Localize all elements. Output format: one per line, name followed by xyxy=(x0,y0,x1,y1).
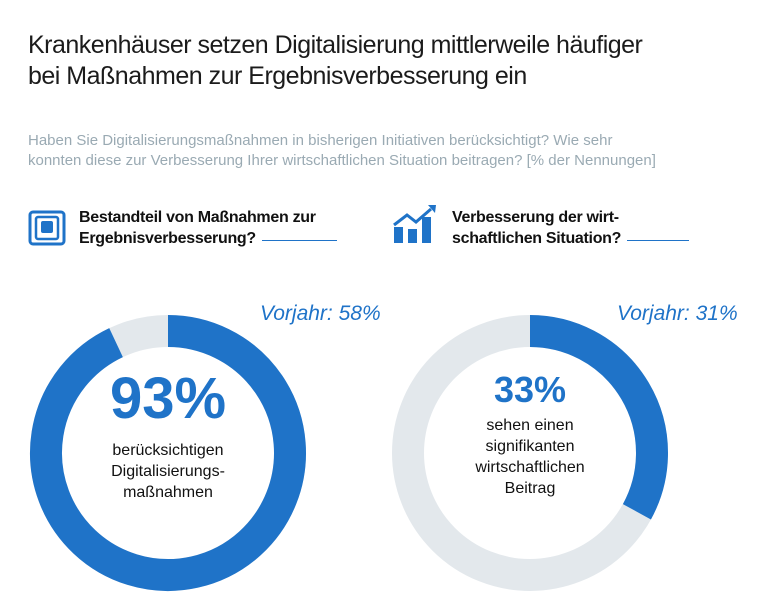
caption-line: sehen einen xyxy=(486,417,574,434)
donut-value-segment xyxy=(30,315,306,591)
heading-line: schaftlichen Situation? xyxy=(452,230,622,247)
value-label-left: 93% xyxy=(109,366,227,431)
heading-left: Bestandteil von Maßnahmen zur Ergebnisver… xyxy=(79,207,337,249)
previous-year-right: Vorjahr: 31% xyxy=(617,302,738,325)
caption-line: Beitrag xyxy=(504,480,556,497)
underline xyxy=(627,240,690,241)
caption-line: signifikanten xyxy=(485,438,575,455)
heading-line: Ergebnisverbesserung? xyxy=(79,230,256,247)
page-title: Krankenhäuser setzen Digitalisierung mit… xyxy=(28,30,643,92)
subtitle-line: Haben Sie Digitalisierungsmaßnahmen in b… xyxy=(28,132,613,149)
value-label-right: 33% xyxy=(493,369,567,410)
caption-left: berücksichtigen Digitalisierungs-maßnahme… xyxy=(68,440,268,503)
caption-line: maßnahmen xyxy=(123,484,213,501)
donut-value-segment xyxy=(529,315,668,520)
heading-right: Verbesserung der wirt-schaftlichen Situa… xyxy=(452,207,690,249)
heading-line: Verbesserung der wirt- xyxy=(452,209,619,226)
title-line: bei Maßnahmen zur Ergebnisverbesserung e… xyxy=(28,62,527,90)
caption-line: Digitalisierungs- xyxy=(111,463,225,480)
caption-right: sehen einen signifikanten wirtschaftlichen… xyxy=(430,415,630,499)
caption-line: berücksichtigen xyxy=(112,442,224,459)
caption-line: wirtschaftlichen xyxy=(475,459,585,476)
subtitle-line: konnten diese zur Verbesserung Ihrer wir… xyxy=(28,152,656,169)
title-line: Krankenhäuser setzen Digitalisierung mit… xyxy=(28,31,643,59)
heading-line: Bestandteil von Maßnahmen zur xyxy=(79,209,316,226)
bar-chart-growth-icon xyxy=(393,205,436,243)
previous-year-left: Vorjahr: 58% xyxy=(260,302,381,325)
underline xyxy=(261,240,337,241)
document-stack-icon xyxy=(28,210,66,246)
subtitle: Haben Sie Digitalisierungsmaßnahmen in b… xyxy=(28,131,748,171)
